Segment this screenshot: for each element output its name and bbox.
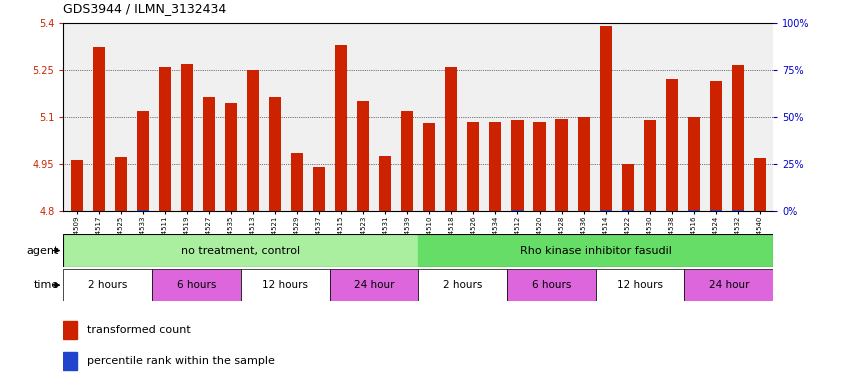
Bar xyxy=(555,119,567,211)
Bar xyxy=(731,210,743,211)
Bar xyxy=(70,160,83,211)
Bar xyxy=(687,210,699,211)
Text: 12 hours: 12 hours xyxy=(262,280,308,290)
Bar xyxy=(709,210,721,211)
Bar xyxy=(115,157,127,211)
Bar xyxy=(63,269,152,301)
Bar xyxy=(241,269,329,301)
Bar xyxy=(312,167,325,211)
Text: 6 hours: 6 hours xyxy=(531,280,571,290)
Bar xyxy=(621,210,633,211)
Text: 6 hours: 6 hours xyxy=(176,280,216,290)
Bar xyxy=(93,46,105,211)
Bar xyxy=(506,269,595,301)
Bar xyxy=(335,45,347,211)
Bar xyxy=(621,164,633,211)
Text: 2 hours: 2 hours xyxy=(88,280,127,290)
Text: 24 hour: 24 hour xyxy=(354,280,393,290)
Bar xyxy=(63,352,77,370)
Bar xyxy=(357,101,369,211)
Bar xyxy=(418,269,506,301)
Bar xyxy=(418,234,772,267)
Bar xyxy=(159,67,170,211)
Bar xyxy=(467,122,479,211)
Bar xyxy=(687,117,699,211)
Bar xyxy=(63,234,418,267)
Bar xyxy=(599,210,611,211)
Bar xyxy=(268,97,281,211)
Bar xyxy=(533,122,545,211)
Bar xyxy=(511,120,523,211)
Bar xyxy=(137,210,149,211)
Bar xyxy=(225,103,236,211)
Text: agent: agent xyxy=(27,245,59,256)
Bar xyxy=(595,269,684,301)
Text: percentile rank within the sample: percentile rank within the sample xyxy=(87,356,274,366)
Bar xyxy=(511,210,523,211)
Bar xyxy=(290,153,303,211)
Bar xyxy=(731,65,743,211)
Text: 24 hour: 24 hour xyxy=(708,280,748,290)
Text: no treatment, control: no treatment, control xyxy=(181,245,300,256)
Bar xyxy=(423,123,435,211)
Text: Rho kinase inhibitor fasudil: Rho kinase inhibitor fasudil xyxy=(519,245,671,256)
Bar xyxy=(445,67,457,211)
Bar xyxy=(599,26,611,211)
Bar xyxy=(379,156,391,211)
Bar xyxy=(329,269,418,301)
Bar xyxy=(489,122,500,211)
Bar xyxy=(753,158,766,211)
Bar xyxy=(63,321,77,339)
Bar xyxy=(152,269,241,301)
Bar xyxy=(181,64,192,211)
Bar xyxy=(246,70,259,211)
Bar xyxy=(709,81,721,211)
Bar xyxy=(665,79,677,211)
Bar xyxy=(401,111,413,211)
Bar xyxy=(643,120,655,211)
Text: GDS3944 / ILMN_3132434: GDS3944 / ILMN_3132434 xyxy=(63,2,226,15)
Text: 2 hours: 2 hours xyxy=(442,280,482,290)
Bar xyxy=(684,269,772,301)
Text: transformed count: transformed count xyxy=(87,325,191,335)
Text: time: time xyxy=(34,280,59,290)
Bar xyxy=(203,97,214,211)
Bar xyxy=(576,117,589,211)
Text: 12 hours: 12 hours xyxy=(616,280,663,290)
Bar xyxy=(137,111,149,211)
